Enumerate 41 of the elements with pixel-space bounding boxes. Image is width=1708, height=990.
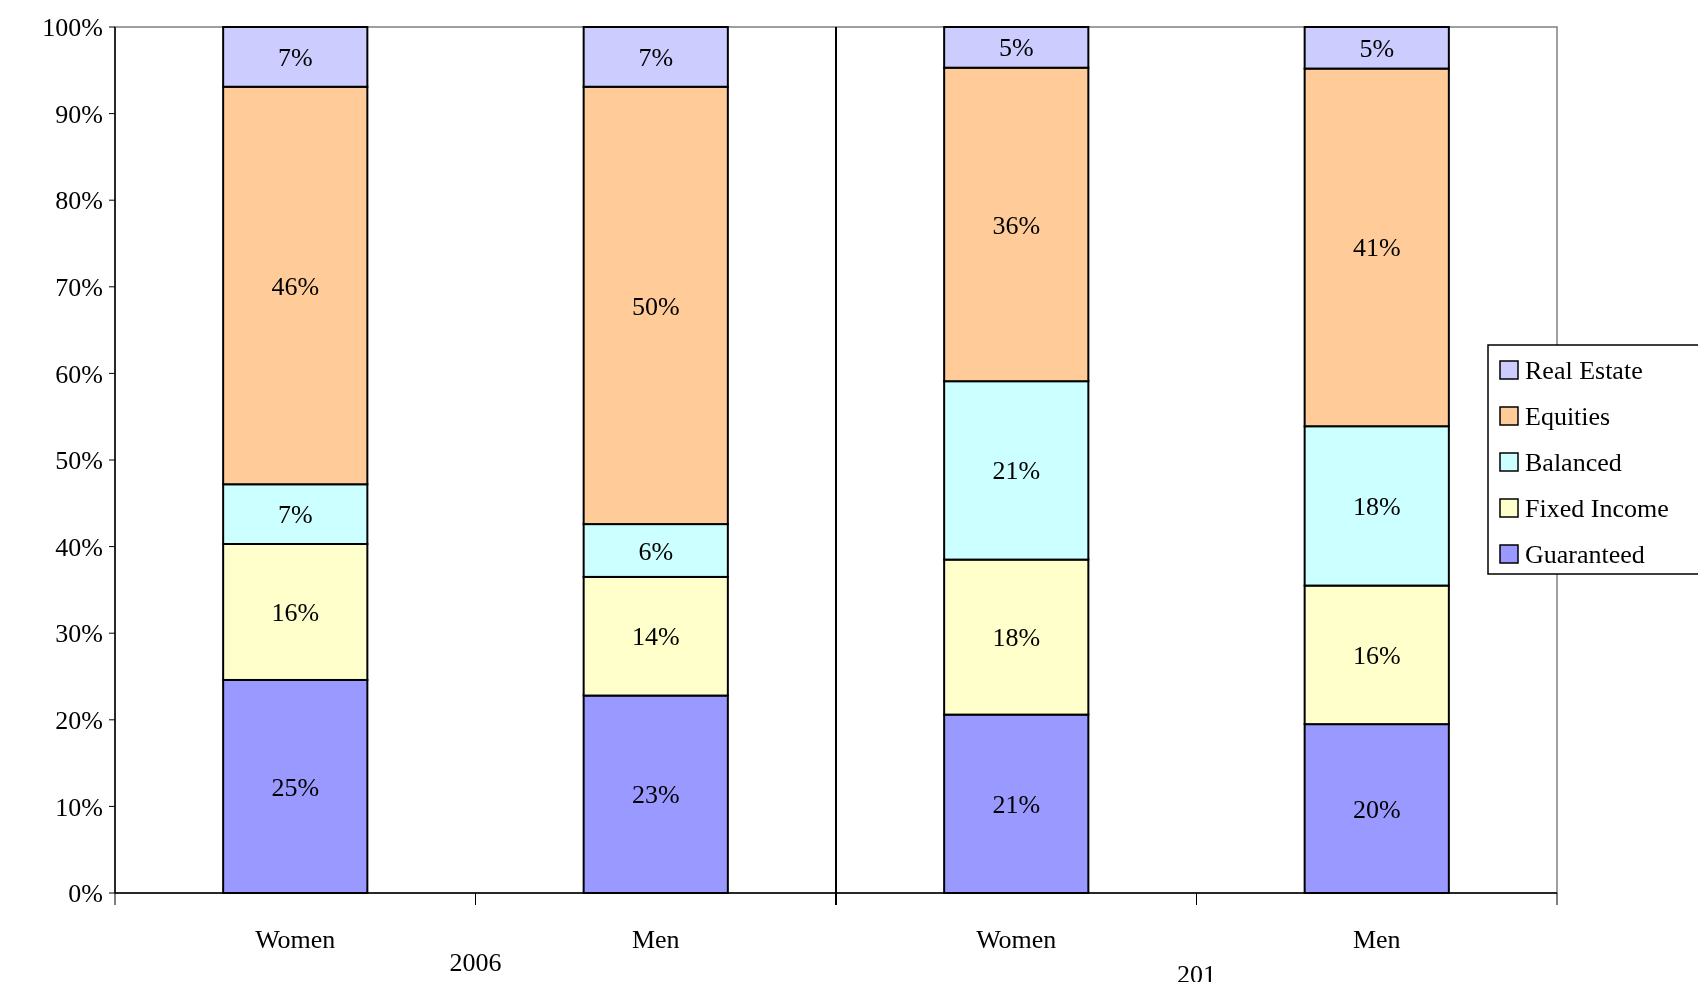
- legend-label: Real Estate: [1525, 356, 1643, 386]
- y-tick-label: 70%: [55, 272, 103, 302]
- legend-label: Guaranteed: [1525, 540, 1645, 570]
- data-label: 18%: [992, 623, 1041, 653]
- data-label: 50%: [631, 291, 680, 321]
- data-label: 21%: [992, 456, 1041, 486]
- y-tick-label: 100%: [42, 13, 103, 43]
- y-tick-label: 40%: [55, 532, 103, 562]
- data-label: 16%: [271, 598, 320, 628]
- data-label: 41%: [1352, 233, 1401, 263]
- y-tick-label: 80%: [55, 186, 103, 216]
- y-tick-label: 0%: [68, 879, 103, 909]
- data-label: 5%: [1359, 33, 1395, 63]
- data-label: 36%: [992, 210, 1041, 240]
- y-tick-label: 20%: [55, 705, 103, 735]
- x-tick-label: Women: [976, 925, 1057, 954]
- data-label: 5%: [998, 33, 1034, 63]
- data-label: 14%: [631, 622, 680, 652]
- y-tick-label: 90%: [55, 99, 103, 129]
- data-label: 16%: [1352, 640, 1401, 670]
- y-tick-label: 50%: [55, 446, 103, 476]
- legend-label: Equities: [1525, 402, 1611, 432]
- x-tick-label: Men: [631, 925, 680, 954]
- x-tick-label: Women: [255, 925, 336, 954]
- y-tick-label: 30%: [55, 619, 103, 649]
- data-label: 20%: [1352, 794, 1401, 824]
- y-tick-label: 10%: [55, 792, 103, 822]
- legend-label: Balanced: [1525, 448, 1622, 478]
- data-label: 7%: [277, 500, 313, 530]
- data-label: 23%: [631, 780, 680, 810]
- y-tick-label: 60%: [55, 359, 103, 389]
- data-label: 46%: [271, 271, 320, 301]
- x-tick-label: Men: [1352, 925, 1401, 954]
- data-label: 7%: [638, 42, 674, 72]
- data-label: 25%: [271, 772, 320, 802]
- data-label: 6%: [638, 536, 674, 566]
- data-label: 21%: [992, 789, 1041, 819]
- legend-label: Fixed Income: [1525, 494, 1669, 524]
- data-label: 18%: [1352, 492, 1401, 521]
- data-label: 7%: [277, 42, 313, 72]
- text: 2006: [449, 948, 502, 977]
